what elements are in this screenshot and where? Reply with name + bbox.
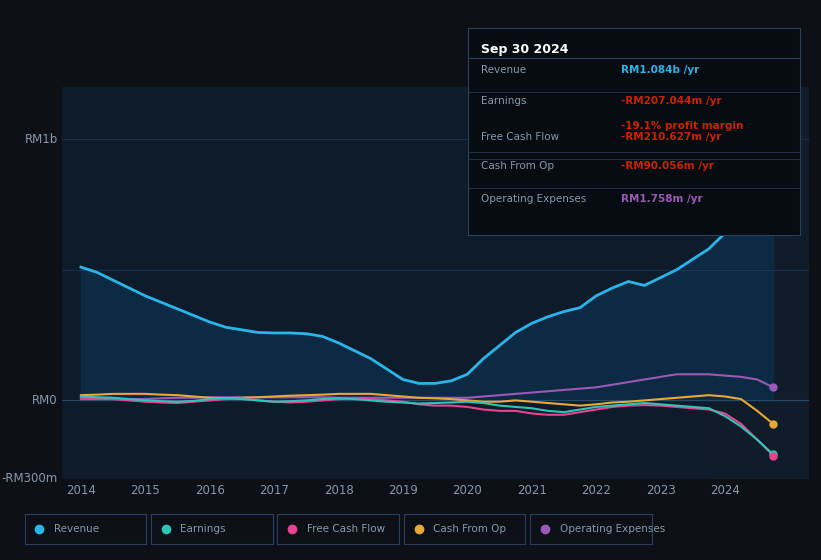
Text: Earnings: Earnings — [481, 96, 527, 106]
Text: Operating Expenses: Operating Expenses — [481, 194, 586, 204]
Text: Earnings: Earnings — [181, 524, 226, 534]
Text: Operating Expenses: Operating Expenses — [560, 524, 665, 534]
Text: -RM207.044m /yr: -RM207.044m /yr — [621, 96, 722, 106]
Text: Cash From Op: Cash From Op — [433, 524, 506, 534]
Text: Revenue: Revenue — [54, 524, 99, 534]
Text: -19.1% profit margin: -19.1% profit margin — [621, 122, 743, 131]
Text: -RM90.056m /yr: -RM90.056m /yr — [621, 161, 713, 171]
Text: -RM210.627m /yr: -RM210.627m /yr — [621, 132, 722, 142]
Bar — [709, 87, 809, 479]
Text: Revenue: Revenue — [481, 66, 526, 75]
Text: RM1.084b /yr: RM1.084b /yr — [621, 66, 699, 75]
Text: Sep 30 2024: Sep 30 2024 — [481, 43, 569, 55]
Text: RM1b: RM1b — [25, 133, 57, 146]
Text: RM0: RM0 — [32, 394, 57, 407]
Text: -RM300m: -RM300m — [2, 472, 57, 486]
Text: Free Cash Flow: Free Cash Flow — [307, 524, 385, 534]
Text: Cash From Op: Cash From Op — [481, 161, 554, 171]
Text: Free Cash Flow: Free Cash Flow — [481, 132, 559, 142]
Text: RM1.758m /yr: RM1.758m /yr — [621, 194, 703, 204]
